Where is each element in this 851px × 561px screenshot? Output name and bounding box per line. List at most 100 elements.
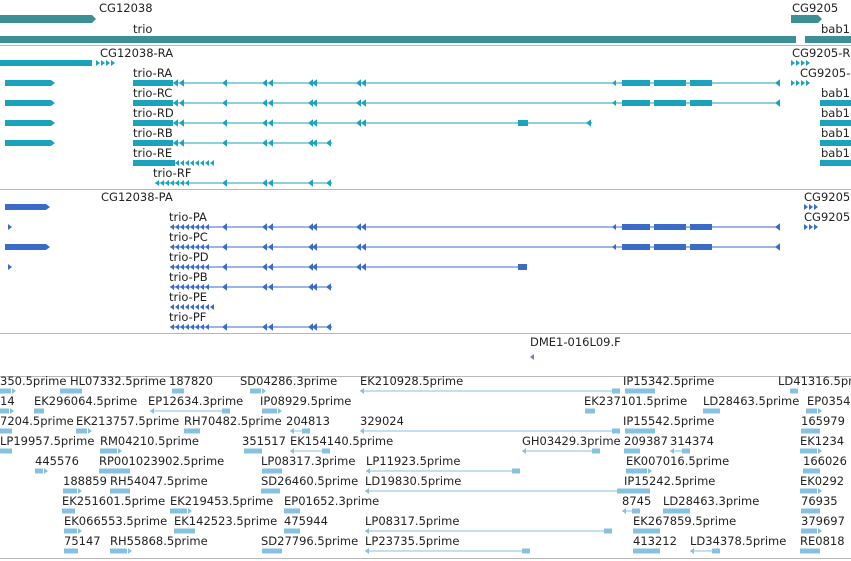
transcript-bab1-a[interactable]: bab1 (820, 86, 851, 106)
est-feature[interactable]: 475944 (284, 514, 328, 534)
gene-bab1[interactable]: bab1 (805, 22, 851, 43)
protein-cg9205-a[interactable]: CG9205 (804, 190, 850, 210)
transcript-cg9205-b[interactable]: CG9205- (791, 66, 850, 86)
est-feature[interactable]: 379697 (801, 514, 845, 534)
est-feature[interactable]: EK142523.5prime (174, 514, 277, 534)
est-feature[interactable]: EP12634.3prime (148, 394, 243, 414)
est-block (34, 408, 44, 414)
est-feature[interactable]: LP23735.5prime (365, 534, 530, 554)
est-block (806, 408, 817, 414)
est-feature[interactable]: 8745 (622, 494, 651, 514)
est-feature[interactable]: 187820 (169, 374, 213, 394)
est-feature[interactable]: LD41316.5prime (778, 374, 851, 394)
transcript-trio-rf[interactable]: trio-RF (153, 166, 332, 187)
est-feature[interactable]: 413212 (633, 534, 677, 554)
est-feature[interactable]: 14 (0, 394, 15, 414)
transcript-bab1-b[interactable]: bab1 (820, 106, 851, 126)
protein-trio-pd[interactable]: trio-PD (169, 250, 527, 271)
est-feature[interactable]: IP15242.5prime (624, 474, 715, 494)
protein-trio-pa[interactable]: trio-PA (169, 210, 780, 231)
protein-trio-pc[interactable]: trio-PC (169, 230, 780, 251)
gene-cg9205[interactable]: CG9205 (791, 1, 838, 23)
protein-cg9205-b[interactable]: CG9205 (804, 210, 850, 230)
est-feature[interactable]: RH55868.5prime (110, 534, 208, 554)
est-feature[interactable]: LP19957.5prime (0, 434, 94, 454)
est-feature[interactable]: RM04210.5prime (100, 434, 199, 454)
transcript-trio-re[interactable]: trio-RE (133, 146, 214, 166)
strand-arrow-left (170, 324, 174, 330)
est-feature[interactable]: EK267859.5prime (633, 514, 736, 534)
est-feature[interactable]: 314374 (670, 434, 714, 454)
est-feature[interactable]: LD19830.5prime (365, 474, 625, 494)
transcript-bab1-d[interactable]: bab1 (820, 146, 851, 166)
transcript-cg12038-ra[interactable]: CG12038-RA (0, 46, 173, 66)
protein-cg12038-pa[interactable]: CG12038-PA (5, 190, 173, 210)
exon-block (690, 244, 712, 250)
est-feature[interactable]: LD28463.3prime (663, 494, 759, 514)
est-feature[interactable]: EK237101.5prime (584, 394, 687, 414)
gene-cg12038[interactable]: CG12038 (0, 1, 153, 23)
est-feature[interactable]: RP001023902.5prime (99, 454, 224, 474)
transcript-trio-rc[interactable]: trio-RC (133, 86, 780, 107)
strand-arrow-right (818, 408, 822, 414)
est-feature[interactable]: HL07332.5prime (60, 374, 166, 394)
est-feature[interactable]: EK0292 (800, 474, 844, 494)
est-feature[interactable]: LP08317.5prime (365, 514, 612, 534)
est-feature[interactable]: IP15542.5prime (623, 414, 714, 434)
transcript-cg9205-r[interactable]: CG9205-R (791, 46, 850, 66)
transcript-trio-rd[interactable]: trio-RD (133, 106, 592, 127)
est-feature[interactable]: SD27796.5prime (261, 534, 358, 554)
protein-trio-pf[interactable]: trio-PF (169, 310, 332, 331)
transcript-bab1-c[interactable]: bab1 (820, 126, 851, 146)
est-feature[interactable]: 350.5prime (0, 374, 66, 394)
est-feature[interactable]: 351517 (242, 434, 286, 454)
est-feature[interactable]: 329024 (360, 414, 620, 434)
est-feature[interactable]: 7204.5prime (0, 414, 74, 434)
est-feature[interactable]: 188859 (63, 474, 107, 494)
strand-arrow-left (180, 264, 184, 270)
est-feature[interactable]: EK007016.5prime (626, 454, 729, 474)
est-feature[interactable]: 76935 (801, 494, 838, 514)
est-feature[interactable]: SD26460.5prime (261, 474, 358, 494)
est-feature[interactable]: 209387 (624, 434, 668, 454)
est-feature[interactable]: 204813 (286, 414, 330, 434)
est-feature[interactable]: LD34378.5prime (690, 534, 786, 554)
gene-trio[interactable]: trio (0, 22, 796, 43)
strand-arrow-left (170, 224, 174, 230)
est-feature[interactable]: IP08929.5prime (260, 394, 351, 414)
strand-arrow-left (290, 428, 294, 434)
est-feature[interactable]: EK251601.5prime (62, 494, 165, 514)
est-feature[interactable]: GH03429.3prime (522, 434, 621, 454)
transcript-trio-ra[interactable]: trio-RA (133, 66, 780, 87)
est-feature[interactable]: EK296064.5prime (34, 394, 137, 414)
est-feature[interactable]: 165979 (801, 414, 845, 434)
est-block (184, 428, 200, 434)
est-label: LP11923.5prime (366, 454, 460, 468)
protein-trio-pb[interactable]: trio-PB (169, 270, 332, 291)
est-feature[interactable]: EK066553.5prime (64, 514, 167, 534)
est-feature[interactable]: EP0354 (806, 394, 850, 414)
est-feature[interactable]: IP15342.5prime (623, 374, 714, 394)
transcript-trio-rb[interactable]: trio-RB (133, 126, 332, 147)
est-label: EK296064.5prime (34, 394, 137, 408)
est-feature[interactable]: 445576 (35, 454, 79, 474)
est-feature[interactable]: 166026 (803, 454, 847, 474)
est-feature[interactable]: LD28463.5prime (703, 394, 799, 414)
est-feature[interactable]: LP08317.3prime (261, 454, 355, 474)
protein-trio-pe[interactable]: trio-PE (169, 290, 214, 310)
est-feature[interactable]: EK1234 (800, 434, 844, 454)
strand-arrow-left (195, 324, 199, 330)
est-feature[interactable]: RH70482.5prime (184, 414, 282, 434)
est-feature[interactable]: RH54047.5prime (110, 474, 208, 494)
est-feature[interactable]: EK210928.5prime (360, 374, 620, 394)
est-feature[interactable]: SD04286.3prime (240, 374, 337, 394)
est-feature[interactable]: LP11923.5prime (366, 454, 520, 474)
probe-dme1-016l09-f[interactable]: DME1-016L09.F (530, 335, 621, 360)
est-feature[interactable]: 75147 (64, 534, 101, 554)
est-feature[interactable]: EP01652.3prime (284, 494, 379, 514)
est-feature[interactable]: RE0818 (800, 534, 845, 554)
est-feature[interactable]: EK219453.5prime (170, 494, 273, 514)
est-feature[interactable]: EK154140.5prime (290, 434, 393, 454)
est-label: RH54047.5prime (110, 474, 208, 488)
est-feature[interactable]: EK213757.5prime (76, 414, 179, 434)
